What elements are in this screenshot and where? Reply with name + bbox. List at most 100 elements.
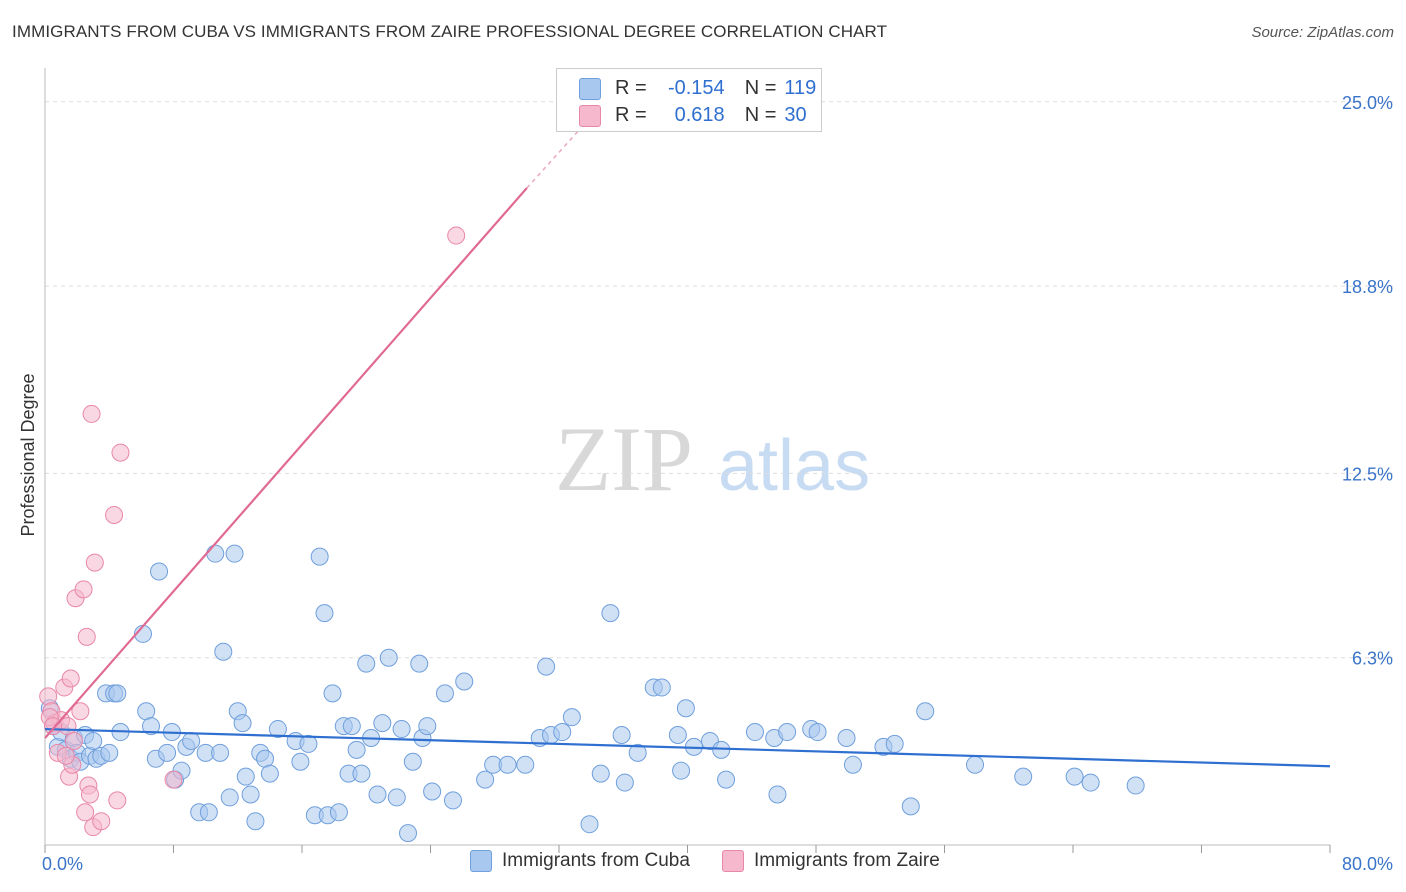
y-tick-label: 18.8% [1342, 277, 1393, 297]
y-tick-label: 12.5% [1342, 464, 1393, 484]
cuba-series [40, 544, 1145, 843]
zaire-point [105, 506, 124, 525]
zaire-point [111, 443, 130, 462]
legend-label-zaire: Immigrants from Zaire [753, 850, 940, 871]
cuba-point [310, 547, 329, 566]
cuba-point [476, 770, 495, 789]
zaire-point [76, 803, 95, 822]
y-axis-label: Professional Degree [18, 373, 38, 536]
tick-labels: 6.3% 12.5% 18.8% 25.0% 0.0% 80.0% [42, 93, 1393, 874]
cuba-point [142, 717, 161, 736]
cuba-point [233, 714, 252, 733]
cuba-point [808, 723, 827, 742]
cuba-point [84, 731, 103, 750]
cuba-point [562, 708, 581, 727]
n-label: N = [744, 104, 777, 126]
cuba-n-value: 119 [784, 77, 817, 99]
cuba-point [1065, 767, 1084, 786]
cuba-point [387, 788, 406, 807]
cuba-point [843, 755, 862, 774]
cuba-point [537, 657, 556, 676]
cuba-point [379, 648, 398, 667]
y-tick-label: 25.0% [1342, 93, 1393, 113]
r-label: R = [615, 77, 647, 99]
stats-row-cuba: R = -0.154 N = 119 [579, 77, 816, 100]
cuba-r-value: -0.154 [667, 77, 725, 99]
watermark-atlas: atlas [718, 426, 870, 506]
cuba-point [778, 723, 797, 742]
cuba-point [291, 752, 310, 771]
zaire-point [71, 702, 90, 721]
cuba-point [768, 785, 787, 804]
zaire-legend-swatch [721, 850, 744, 872]
zaire-point [82, 404, 101, 423]
cuba-point [612, 726, 631, 745]
cuba-point [392, 720, 411, 739]
cuba-point [246, 812, 265, 831]
cuba-point [323, 684, 342, 703]
zaire-trend-line [44, 187, 528, 739]
watermark-zip: ZIP [555, 408, 693, 510]
cuba-point [1126, 776, 1145, 795]
r-label: R = [615, 104, 647, 126]
cuba-point [315, 604, 334, 623]
zaire-series [39, 226, 466, 837]
cuba-point [342, 717, 361, 736]
cuba-point [225, 544, 244, 563]
cuba-point [516, 755, 535, 774]
cuba-point [443, 791, 462, 810]
zaire-point [56, 746, 75, 765]
cuba-trend-line [44, 727, 1331, 768]
zaire-point [85, 553, 104, 572]
cuba-point [423, 782, 442, 801]
cuba-point [498, 755, 517, 774]
cuba-point [435, 684, 454, 703]
cuba-point [601, 604, 620, 623]
cuba-point [108, 684, 127, 703]
cuba-point [553, 723, 572, 742]
zaire-point [447, 226, 466, 245]
cuba-point [652, 678, 671, 697]
zaire-point [164, 770, 183, 789]
cuba-point [399, 824, 418, 843]
cuba-point [668, 726, 687, 745]
x-tick-label: 80.0% [1342, 854, 1393, 874]
legend-label-cuba: Immigrants from Cuba [502, 850, 690, 871]
cuba-point [357, 654, 376, 673]
zaire-point [74, 580, 93, 599]
cuba-point [966, 755, 985, 774]
legend-item-zaire[interactable]: Immigrants from Zaire [721, 850, 940, 872]
cuba-point [206, 544, 225, 563]
grid-lines [45, 101, 1395, 659]
cuba-point [676, 699, 695, 718]
stats-legend: R = -0.154 N = 119 R = 0.618 N = 30 [556, 68, 822, 132]
x-tick-label: 0.0% [42, 854, 83, 874]
cuba-point [368, 785, 387, 804]
cuba-point [580, 815, 599, 834]
cuba-point [182, 731, 201, 750]
cuba-point [347, 740, 366, 759]
cuba-point [211, 743, 230, 762]
cuba-point [214, 642, 233, 661]
cuba-point [1014, 767, 1033, 786]
cuba-point [418, 717, 437, 736]
cuba-point [100, 743, 119, 762]
cuba-point [236, 767, 255, 786]
legend-item-cuba[interactable]: Immigrants from Cuba [470, 850, 690, 872]
zaire-n-value: 30 [784, 104, 807, 126]
trend-lines [44, 125, 1331, 768]
cuba-point [299, 734, 318, 753]
cuba-swatch [579, 77, 601, 100]
cuba-legend-swatch [470, 850, 492, 872]
zaire-point [39, 687, 58, 706]
cuba-point [628, 743, 647, 762]
zaire-point [77, 627, 96, 646]
cuba-point [158, 743, 177, 762]
cuba-point [615, 773, 634, 792]
n-label: N = [744, 77, 777, 99]
cuba-point [717, 770, 736, 789]
cuba-point [352, 764, 371, 783]
zaire-point [64, 731, 83, 750]
zaire-point [61, 669, 80, 688]
zaire-point [44, 717, 63, 736]
